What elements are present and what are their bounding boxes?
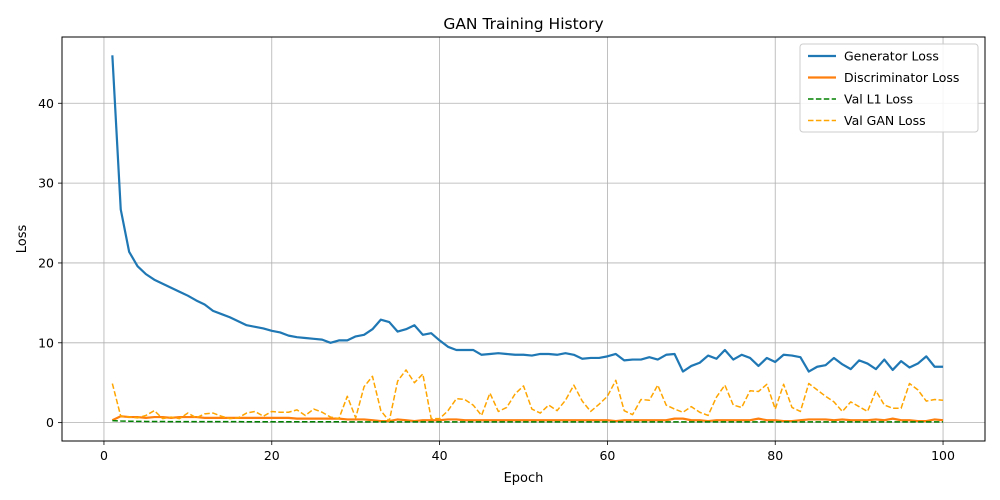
ticks: 0 20 40 60 80 100 0 10 20 30 40 xyxy=(38,96,955,463)
series-line-generator-loss xyxy=(111,55,944,373)
legend-label: Val GAN Loss xyxy=(844,113,926,128)
series-line-val-l1-loss xyxy=(112,419,944,423)
x-tick-label: 100 xyxy=(931,448,955,463)
legend-label: Discriminator Loss xyxy=(844,70,959,85)
legend-box xyxy=(799,43,979,133)
y-tick-label: 20 xyxy=(38,255,54,270)
x-tick-label: 60 xyxy=(599,448,615,463)
plot-frame xyxy=(61,36,986,442)
x-tick-label: 40 xyxy=(432,448,448,463)
y-axis-label: Loss xyxy=(15,225,30,254)
legend: Generator Loss Discriminator Loss Val L1 L… xyxy=(799,43,979,133)
y-tick-label: 40 xyxy=(38,96,54,111)
x-axis-label: Epoch xyxy=(504,471,544,486)
series-line-val-gan-loss xyxy=(111,369,944,422)
legend-label: Val L1 Loss xyxy=(844,92,913,107)
series-layer xyxy=(111,55,944,423)
series-line-discriminator-loss xyxy=(111,415,944,423)
chart-title: GAN Training History xyxy=(443,15,603,33)
legend-label: Generator Loss xyxy=(844,49,939,64)
x-tick-label: 20 xyxy=(264,448,280,463)
y-tick-label: 10 xyxy=(38,335,54,350)
x-tick-label: 80 xyxy=(767,448,783,463)
y-tick-label: 0 xyxy=(46,415,54,430)
x-tick-label: 0 xyxy=(100,448,108,463)
y-tick-label: 30 xyxy=(38,176,54,191)
